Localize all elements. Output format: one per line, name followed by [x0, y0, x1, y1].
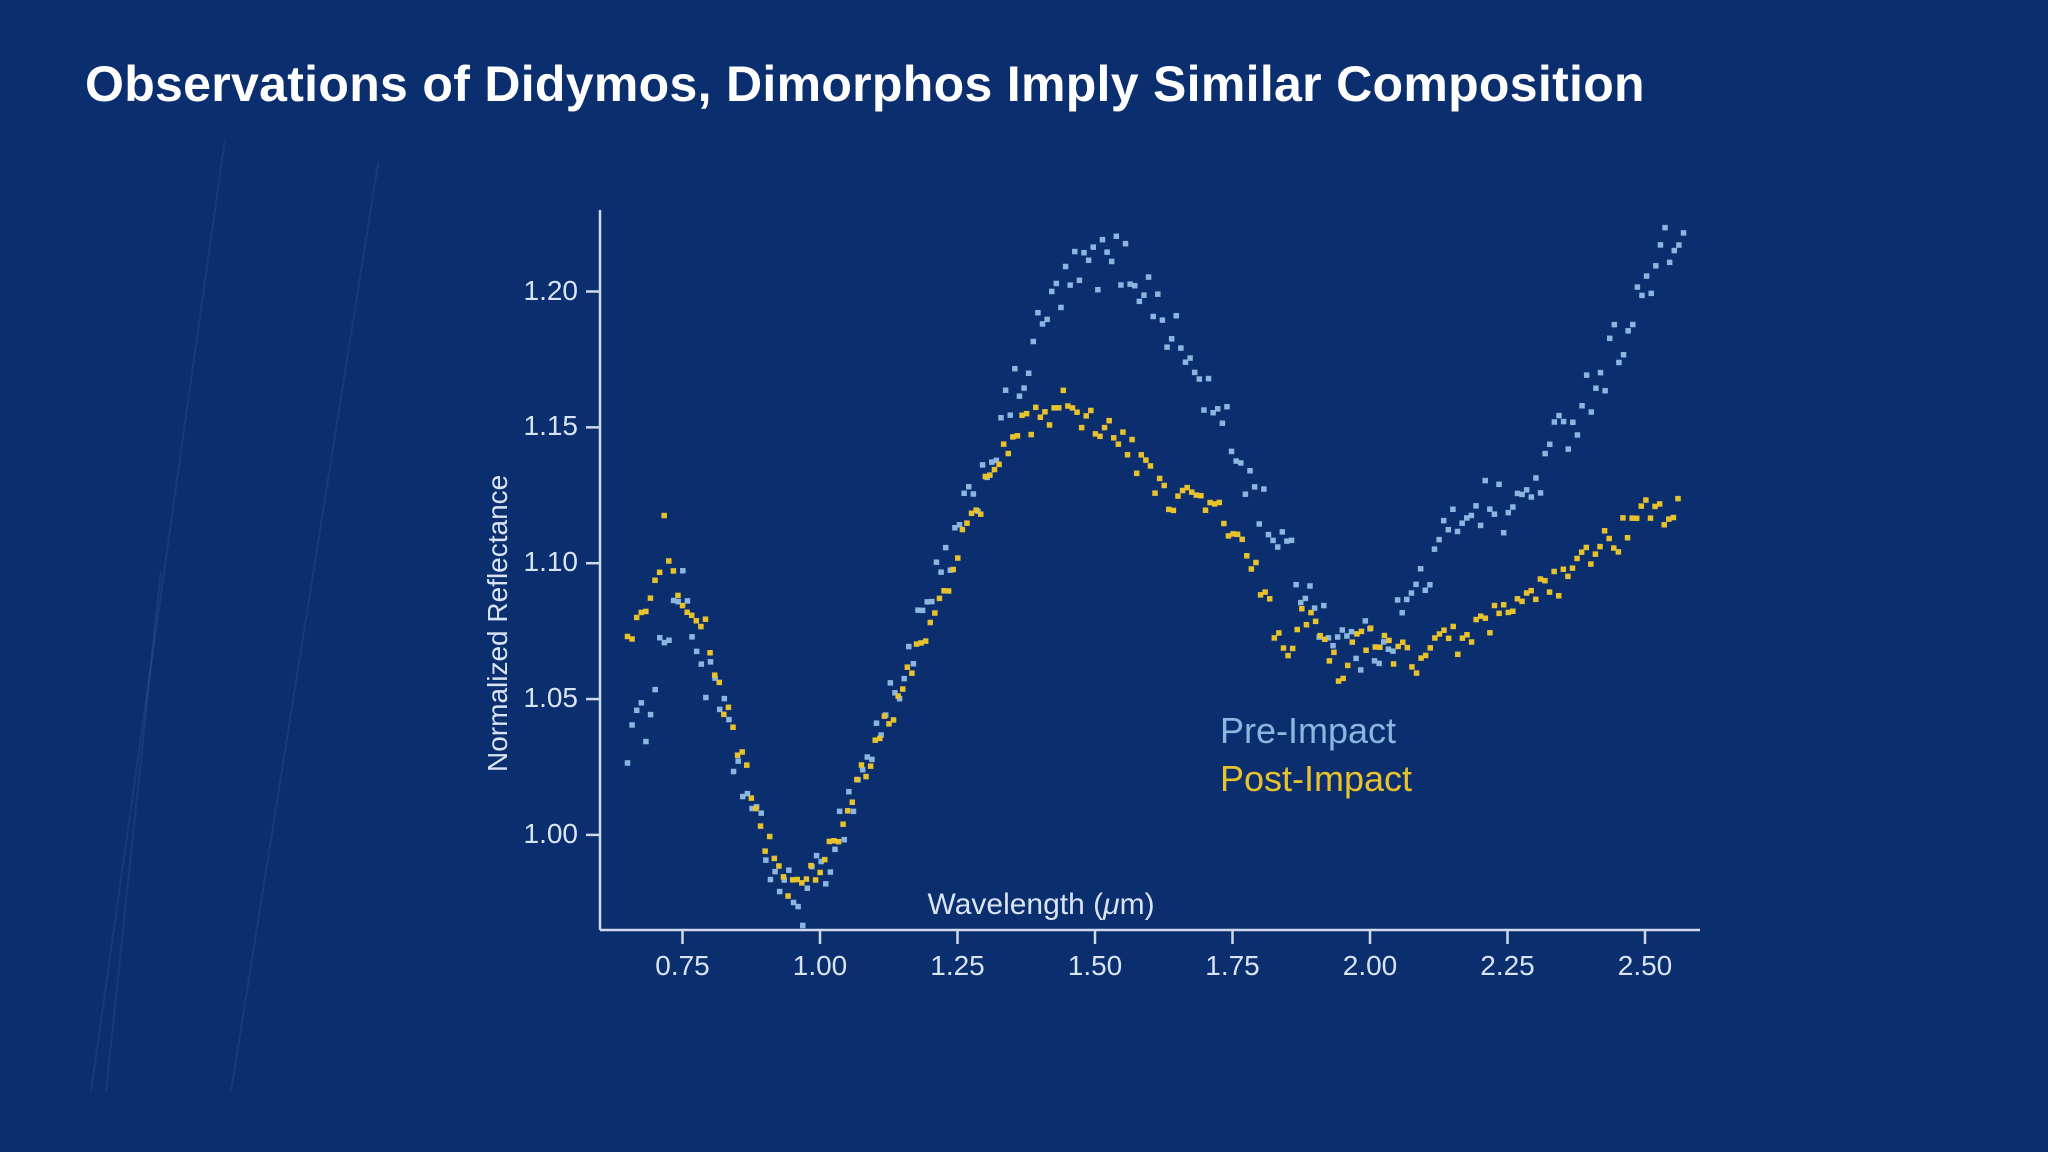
- y-tick-label: 1.20: [498, 275, 578, 307]
- x-tick-label: 1.00: [785, 950, 855, 982]
- x-tick-label: 2.00: [1335, 950, 1405, 982]
- legend-item: Pre-Impact: [1220, 710, 1396, 752]
- x-tick-label: 1.25: [923, 950, 993, 982]
- y-tick-label: 1.15: [498, 410, 578, 442]
- x-tick-label: 1.50: [1060, 950, 1130, 982]
- reflectance-chart: Normalized Reflectance Wavelength (μm) 1…: [440, 210, 1700, 990]
- y-tick-label: 1.05: [498, 682, 578, 714]
- chart-svg: [440, 210, 1700, 990]
- y-axis-label: Normalized Reflectance: [482, 474, 514, 771]
- y-tick-label: 1.00: [498, 818, 578, 850]
- y-tick-label: 1.10: [498, 546, 578, 578]
- slide: Observations of Didymos, Dimorphos Imply…: [0, 0, 2048, 1152]
- x-tick-label: 2.50: [1610, 950, 1680, 982]
- x-tick-label: 0.75: [648, 950, 718, 982]
- x-tick-label: 1.75: [1198, 950, 1268, 982]
- x-tick-label: 2.25: [1473, 950, 1543, 982]
- x-axis-label: Wavelength (μm): [928, 888, 1155, 922]
- slide-title: Observations of Didymos, Dimorphos Imply…: [85, 55, 1645, 113]
- legend-item: Post-Impact: [1220, 758, 1412, 800]
